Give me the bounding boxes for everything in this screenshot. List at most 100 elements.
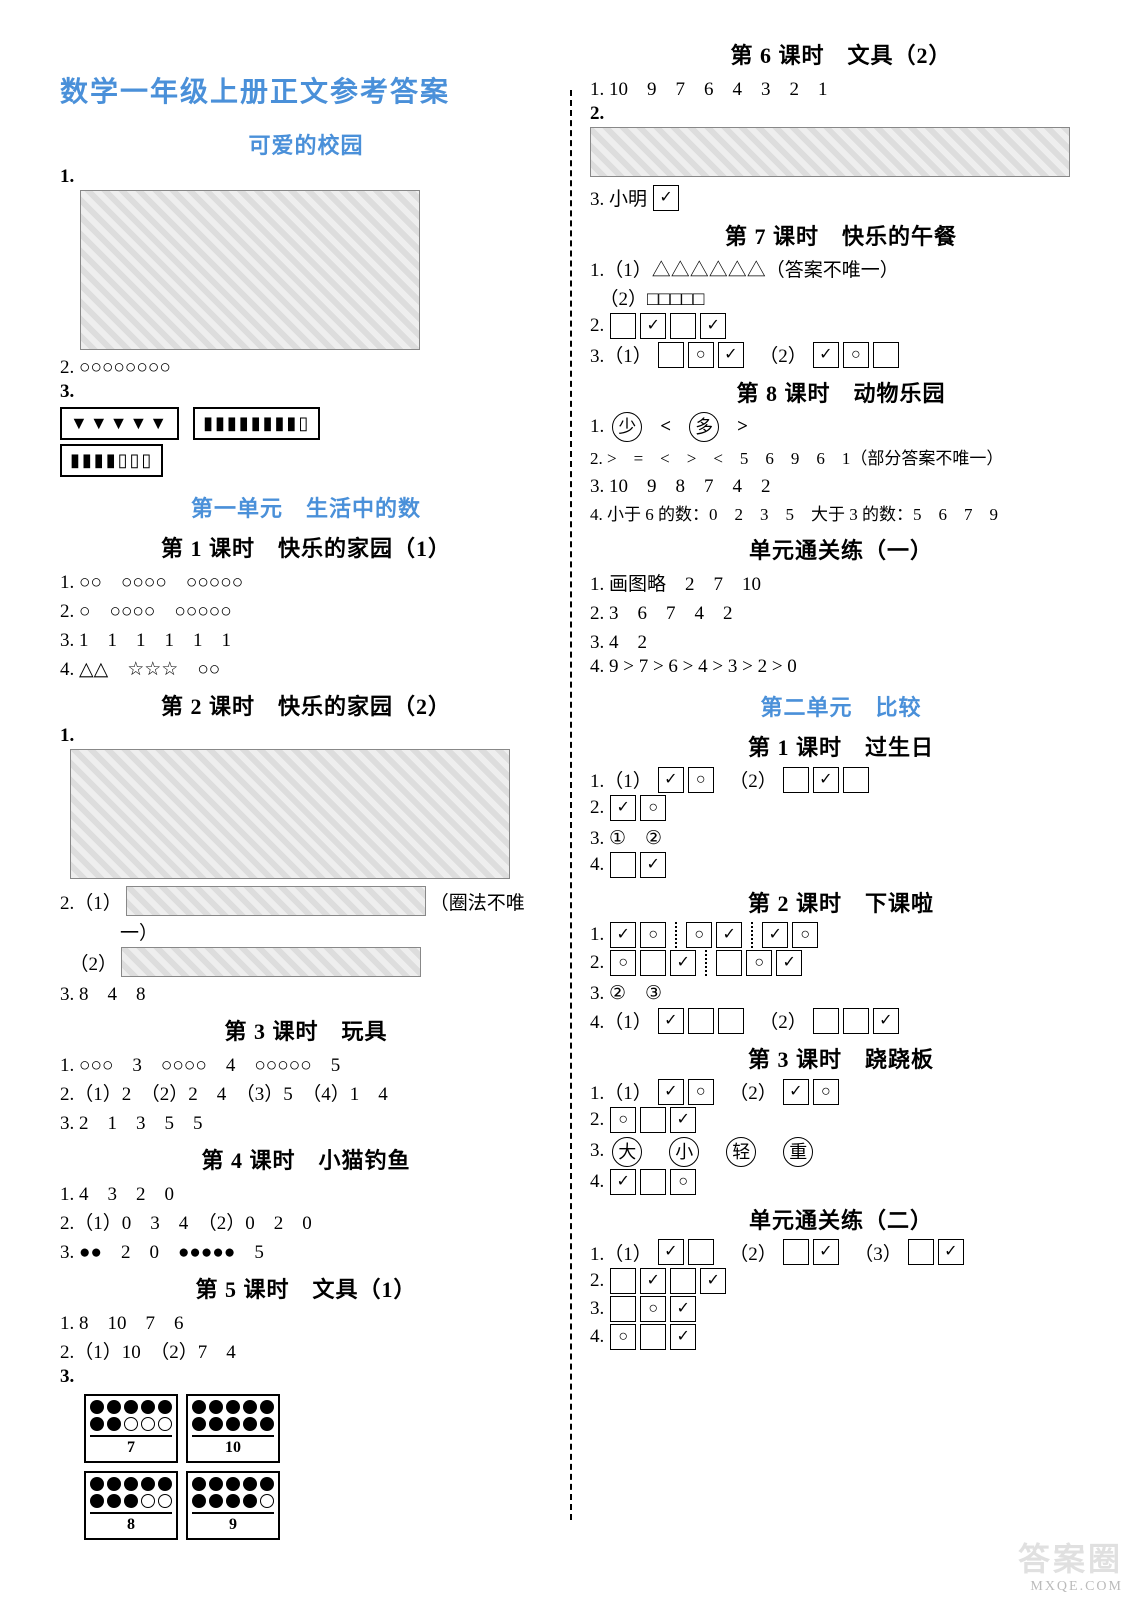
columns: 数学一年级上册正文参考答案 可爱的校园 1. 2. ○○○○○○○○ 3. ▼▼… <box>60 30 1103 1560</box>
filled-dot <box>209 1477 223 1491</box>
filled-dot <box>158 1400 172 1414</box>
check-box: ✓ <box>813 1239 839 1265</box>
empty-box <box>718 1008 744 1034</box>
filled-dot <box>90 1477 104 1491</box>
symbol: > <box>737 416 748 438</box>
empty-box <box>783 1239 809 1265</box>
box-group: ✓ <box>811 1008 901 1034</box>
box-group: ✓○ <box>608 1169 698 1195</box>
q-line: 2. ○○○○○○○○ <box>60 357 552 379</box>
circle-box: ○ <box>610 950 636 976</box>
lesson-title: 第 1 课时 过生日 <box>590 730 1092 762</box>
q-number: 4. <box>590 1326 604 1348</box>
empty-box <box>843 1008 869 1034</box>
q-number: 1. <box>590 924 604 946</box>
dot-blocks: 71089 <box>80 1390 360 1544</box>
q-line: 1. 少 < 多 > <box>590 412 1092 442</box>
filled-dot <box>243 1494 257 1508</box>
empty-dot <box>260 1494 274 1508</box>
circle-box: ○ <box>688 342 714 368</box>
circle-box: ○ <box>686 922 712 948</box>
q-line: 3. 2 1 3 5 5 <box>60 1108 552 1135</box>
q-line: 4. ○✓ <box>590 1324 1092 1350</box>
q-line: 3. <box>60 1366 552 1388</box>
circle-box: ○ <box>610 1107 636 1133</box>
q-text: （2） <box>750 1007 807 1034</box>
check-box: ✓ <box>718 342 744 368</box>
empty-box <box>670 313 696 339</box>
filled-dot <box>158 1477 172 1491</box>
q-tail: （圈法不唯 <box>430 888 525 915</box>
q-line: 2. 3 6 7 4 2 <box>590 598 1092 625</box>
q-line: （2） <box>60 947 552 977</box>
check-box: ✓ <box>762 922 788 948</box>
empty-box <box>640 1324 666 1350</box>
q-number: 2. <box>590 315 604 337</box>
q-number: 3. <box>590 1140 604 1162</box>
filled-dot <box>260 1400 274 1414</box>
q-number: 2. <box>590 797 604 819</box>
ducks-row-image <box>121 947 421 977</box>
q-line: 2.（1）0 3 4 （2）0 2 0 <box>60 1208 552 1235</box>
q-text: （2） <box>720 1239 777 1266</box>
circle-box: ○ <box>813 1079 839 1105</box>
ducks-row-image <box>126 886 426 916</box>
lesson-title: 第 8 课时 动物乐园 <box>590 376 1092 408</box>
q-line: 1.（1） ✓○ （2） ✓○ <box>590 1078 1092 1105</box>
bottles-row: ▮▮▮▮▮▮▮▮▯ <box>193 407 320 440</box>
check-box: ✓ <box>640 1268 666 1294</box>
filled-dot <box>107 1477 121 1491</box>
q-line: 1. 10 9 7 6 4 3 2 1 <box>590 74 1092 101</box>
empty-box <box>610 1296 636 1322</box>
q-number: 3. <box>60 381 74 403</box>
box-group: ✓ <box>608 852 668 878</box>
lesson-title: 第 3 课时 跷跷板 <box>590 1042 1092 1074</box>
check-box: ✓ <box>658 1079 684 1105</box>
q-line: 3. ○✓ <box>590 1296 1092 1322</box>
q-line: 1.（1）△△△△△△（答案不唯一） <box>590 255 1092 282</box>
q-line: 2. ✓✓ <box>590 1268 1092 1294</box>
box-group: ✓○ <box>656 1079 716 1105</box>
site-url: MXQE.COM <box>1030 1579 1123 1595</box>
filled-dot <box>141 1400 155 1414</box>
q-line: 1. ○○ ○○○○ ○○○○○ <box>60 567 552 594</box>
dot-label: 9 <box>192 1512 274 1534</box>
dot-block: 8 <box>84 1471 178 1540</box>
check-box: ✓ <box>670 1296 696 1322</box>
q-line: 1.（1） ✓ （2） ✓ （3） ✓ <box>590 1239 1092 1266</box>
box-group: ✓✓ <box>608 313 728 339</box>
box-group: ✓✓ <box>608 1268 728 1294</box>
q-number: 2. <box>590 1109 604 1131</box>
check-box: ✓ <box>670 1324 696 1350</box>
filled-dot <box>243 1477 257 1491</box>
left-column: 数学一年级上册正文参考答案 可爱的校园 1. 2. ○○○○○○○○ 3. ▼▼… <box>60 30 570 1560</box>
box-group: ✓○ <box>781 1079 841 1105</box>
mixed-row: ▮▮▮▮▯▯▯ <box>60 444 163 477</box>
box-group: ✓○ <box>811 342 901 368</box>
q-number: 1. <box>590 416 604 438</box>
box-group: ○✓ <box>608 1107 698 1133</box>
q-number: 1. <box>60 166 74 188</box>
filled-dot <box>90 1494 104 1508</box>
q-line: 4. 9 > 7 > 6 > 4 > 3 > 2 > 0 <box>590 656 1092 678</box>
circle-box: ○ <box>640 1296 666 1322</box>
filled-dot <box>243 1400 257 1414</box>
circle-text: 小 <box>669 1137 699 1167</box>
box-group: ✓ <box>656 1008 746 1034</box>
q-number: 1. <box>60 725 74 747</box>
q-text: （2） <box>750 341 807 368</box>
filled-dot <box>192 1400 206 1414</box>
q-line: 3. ① ② <box>590 823 1092 850</box>
q-line: 3. 10 9 8 7 4 2 <box>590 471 1092 498</box>
q-text: （2） <box>720 766 777 793</box>
empty-box <box>658 342 684 368</box>
box-group: ○✓ <box>684 922 744 948</box>
q-line: 3. 4 2 <box>590 627 1092 654</box>
empty-box <box>640 1107 666 1133</box>
empty-dot <box>158 1417 172 1431</box>
q-line: 4. ✓○ <box>590 1169 1092 1195</box>
check-box: ✓ <box>700 313 726 339</box>
q-label: （2） <box>60 949 117 976</box>
filled-dot <box>141 1477 155 1491</box>
main-title: 数学一年级上册正文参考答案 <box>60 70 552 110</box>
